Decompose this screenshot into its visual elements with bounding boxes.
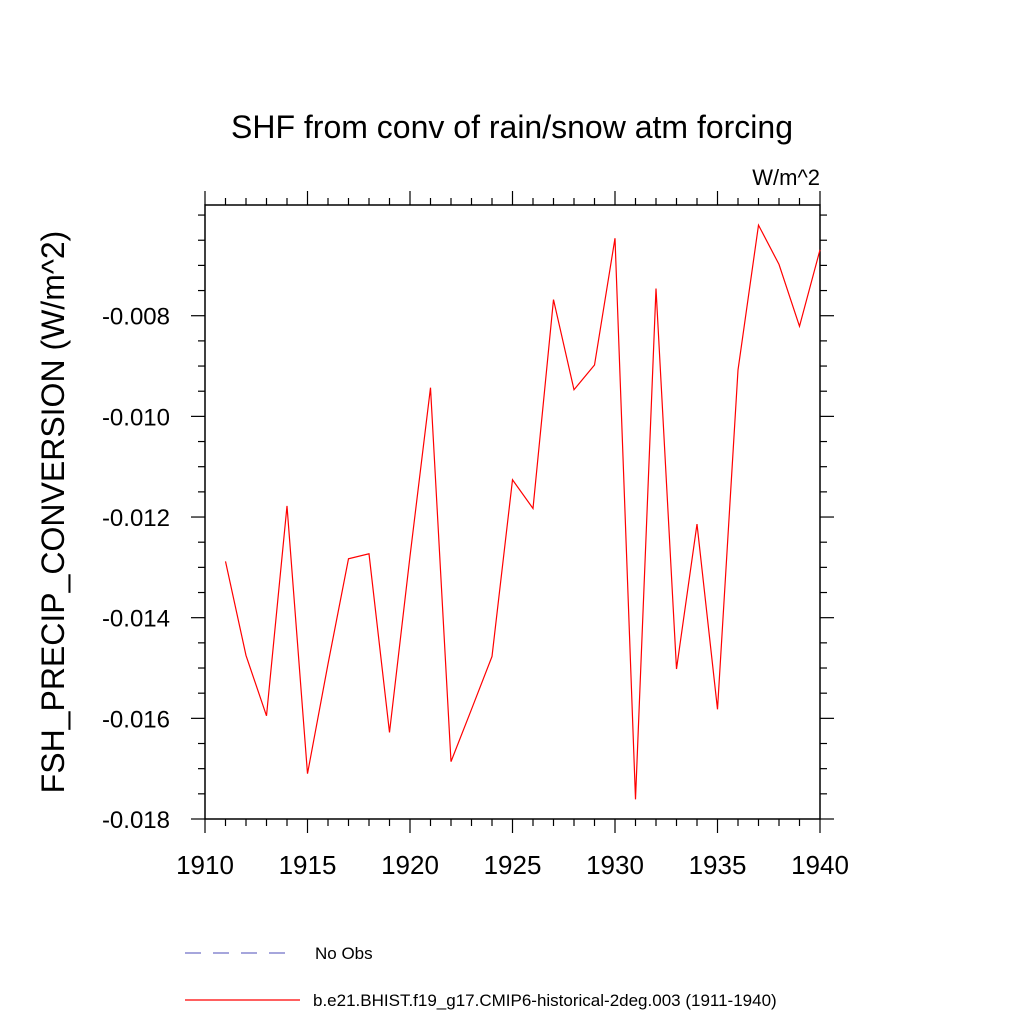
x-tick-label: 1920 bbox=[381, 850, 439, 880]
x-tick-label: 1910 bbox=[176, 850, 234, 880]
x-tick-label: 1930 bbox=[586, 850, 644, 880]
series-layer bbox=[224, 223, 821, 800]
x-tick-label: 1925 bbox=[484, 850, 542, 880]
axis-ticks bbox=[191, 191, 834, 833]
units-label: W/m^2 bbox=[752, 165, 820, 190]
x-tick-label: 1940 bbox=[791, 850, 849, 880]
y-tick-label: -0.008 bbox=[102, 304, 170, 331]
plot-frame bbox=[204, 204, 821, 820]
chart-title: SHF from conv of rain/snow atm forcing bbox=[231, 109, 793, 145]
series-line bbox=[224, 223, 821, 800]
legend-label: No Obs bbox=[315, 944, 373, 963]
axis-tick-labels: 1910 1915 1920 1925 1930 1935 1940 -0.018 -0.016… bbox=[102, 304, 849, 880]
y-tick-label: -0.014 bbox=[102, 606, 170, 633]
legend-label: b.e21.BHIST.f19_g17.CMIP6-historical-2de… bbox=[313, 991, 777, 1010]
y-tick-label: -0.016 bbox=[102, 706, 170, 733]
legend: No Obs b.e21.BHIST.f19_g17.CMIP6-historic… bbox=[185, 944, 777, 1010]
y-tick-label: -0.010 bbox=[102, 404, 170, 431]
y-tick-label: -0.012 bbox=[102, 505, 170, 532]
x-tick-label: 1935 bbox=[689, 850, 747, 880]
y-tick-label: -0.018 bbox=[102, 807, 170, 834]
y-axis-label: FSH_PRECIP_CONVERSION (W/m^2) bbox=[35, 231, 71, 794]
x-tick-label: 1915 bbox=[279, 850, 337, 880]
